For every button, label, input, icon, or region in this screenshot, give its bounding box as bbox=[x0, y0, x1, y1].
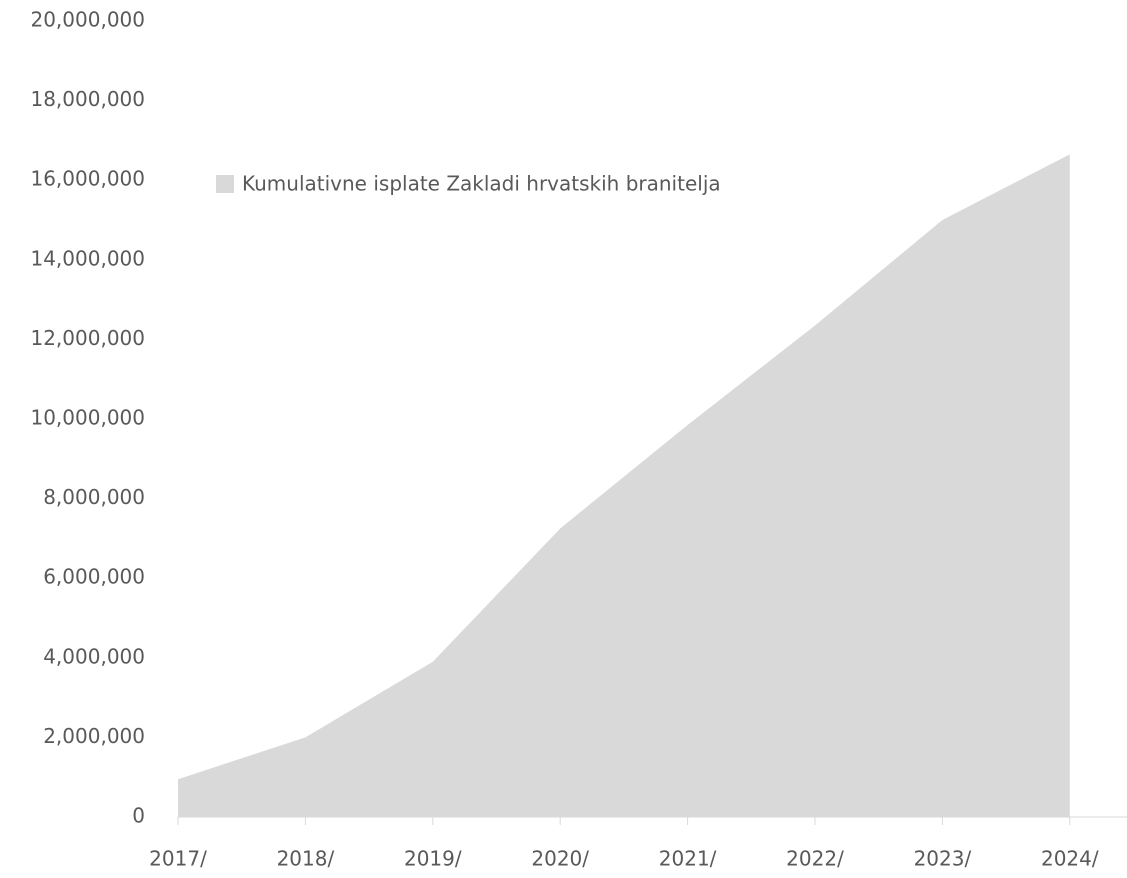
y-tick-label: 14,000,000 bbox=[30, 246, 145, 270]
y-tick-label: 10,000,000 bbox=[30, 406, 145, 430]
x-tick-label: 2023/ bbox=[914, 847, 972, 871]
y-tick-label: 12,000,000 bbox=[30, 326, 145, 350]
x-tick-label: 2019/ bbox=[404, 847, 462, 871]
y-tick-label: 18,000,000 bbox=[30, 87, 145, 111]
area bbox=[178, 154, 1070, 817]
legend-swatch bbox=[216, 175, 234, 193]
x-tick-label: 2022/ bbox=[786, 847, 844, 871]
x-tick-label: 2024/ bbox=[1041, 847, 1099, 871]
y-tick-label: 2,000,000 bbox=[43, 724, 145, 748]
y-tick-label: 6,000,000 bbox=[43, 565, 145, 589]
x-tick-label: 2021/ bbox=[659, 847, 717, 871]
x-tick-label: 2020/ bbox=[531, 847, 589, 871]
y-tick-label: 4,000,000 bbox=[43, 644, 145, 668]
y-tick-label: 16,000,000 bbox=[30, 167, 145, 191]
x-tick-label: 2018/ bbox=[277, 847, 335, 871]
y-tick-label: 0 bbox=[132, 804, 145, 828]
legend-label: Kumulativne isplate Zakladi hrvatskih br… bbox=[242, 172, 721, 196]
y-tick-label: 8,000,000 bbox=[43, 485, 145, 509]
y-tick-label: 20,000,000 bbox=[30, 8, 145, 32]
x-tick-label: 2017/ bbox=[149, 847, 207, 871]
